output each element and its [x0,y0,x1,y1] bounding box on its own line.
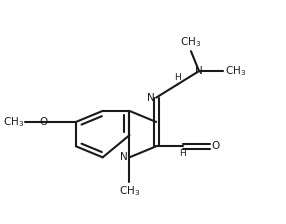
Text: CH$_3$: CH$_3$ [180,35,202,49]
Text: O: O [39,117,48,127]
Text: CH$_3$: CH$_3$ [3,115,24,129]
Text: CH$_3$: CH$_3$ [225,64,247,78]
Text: CH$_3$: CH$_3$ [119,184,140,198]
Text: H: H [174,73,181,82]
Text: O: O [212,141,220,151]
Text: H: H [180,149,186,157]
Text: N: N [147,93,155,103]
Text: N: N [120,152,128,162]
Text: N: N [195,66,203,76]
